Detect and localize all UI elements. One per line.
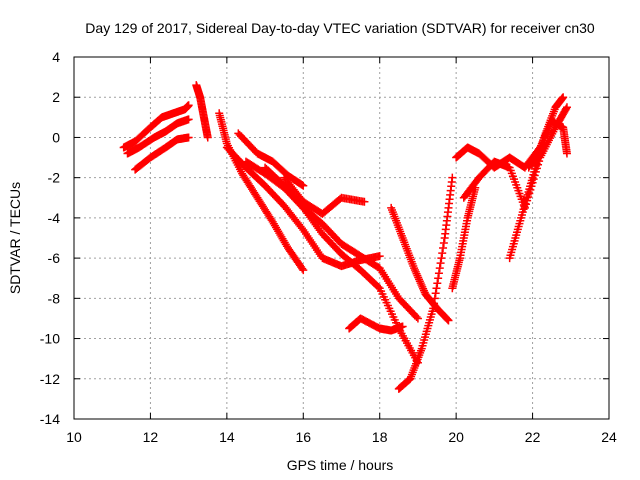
data-point xyxy=(299,266,308,275)
data-point xyxy=(539,136,548,145)
y-tick-label: -4 xyxy=(48,210,61,226)
data-point xyxy=(434,269,443,278)
data-point xyxy=(443,315,452,324)
data-point xyxy=(562,149,571,158)
data-point xyxy=(541,130,550,139)
data-point xyxy=(298,264,307,273)
data-point xyxy=(439,244,448,253)
series-arc-h xyxy=(261,163,422,367)
data-point xyxy=(438,249,447,258)
data-point xyxy=(398,322,407,331)
y-tick-label: -6 xyxy=(48,250,61,266)
data-point xyxy=(413,314,422,323)
series-arc-l xyxy=(394,173,457,393)
data-point xyxy=(545,122,554,131)
data-point xyxy=(536,143,545,152)
data-point xyxy=(432,284,441,293)
series-arc-p xyxy=(459,103,571,212)
series-arc-d xyxy=(192,81,212,142)
data-point xyxy=(410,266,419,275)
data-point xyxy=(413,271,422,280)
data-point xyxy=(418,282,427,291)
y-axis-label: SDTVAR / TECUs xyxy=(7,182,23,294)
data-point xyxy=(442,314,451,323)
data-point xyxy=(414,273,423,282)
series-arc-a xyxy=(119,101,193,152)
data-point xyxy=(299,181,308,190)
x-tick-label: 20 xyxy=(448,429,464,445)
data-point xyxy=(559,93,568,102)
data-point xyxy=(184,115,193,124)
data-point xyxy=(184,133,193,142)
data-point xyxy=(416,279,425,288)
data-point xyxy=(412,313,421,322)
data-point xyxy=(537,139,546,148)
data-point xyxy=(541,132,550,141)
grid xyxy=(74,57,609,419)
x-tick-label: 24 xyxy=(601,429,617,445)
x-tick-label: 14 xyxy=(219,429,235,445)
x-tick-label: 12 xyxy=(143,429,159,445)
series-arc-m xyxy=(387,203,453,325)
data-point xyxy=(410,264,419,273)
data-point xyxy=(431,289,440,298)
data-point xyxy=(411,267,420,276)
data-point xyxy=(444,316,453,325)
x-tick-label: 22 xyxy=(525,429,541,445)
data-point xyxy=(437,254,446,263)
x-tick-label: 18 xyxy=(372,429,388,445)
series-arc-b xyxy=(123,115,193,158)
series-arc-r xyxy=(524,117,571,172)
data-point xyxy=(417,280,426,289)
data-point xyxy=(439,239,448,248)
y-tick-label: 2 xyxy=(52,89,60,105)
data-point xyxy=(412,269,421,278)
data-point xyxy=(542,128,551,137)
data-point xyxy=(360,197,369,206)
data-point xyxy=(435,264,444,273)
data-point xyxy=(544,124,553,133)
data-point xyxy=(433,279,442,288)
x-tick-label: 10 xyxy=(66,429,82,445)
data-point xyxy=(434,274,443,283)
series-arc-c xyxy=(131,133,193,174)
series-arc-k xyxy=(345,314,407,335)
y-tick-label: -14 xyxy=(40,411,60,427)
data-point xyxy=(203,133,212,142)
series-arc-i xyxy=(234,129,308,190)
chart-title: Day 129 of 2017, Sidereal Day-to-day VTE… xyxy=(85,20,595,36)
data-point xyxy=(419,286,428,295)
x-tick-label: 16 xyxy=(295,429,311,445)
y-tick-label: -2 xyxy=(48,170,61,186)
y-tick-label: 0 xyxy=(52,129,60,145)
data-point xyxy=(540,134,549,143)
data-point xyxy=(374,282,383,291)
data-point xyxy=(562,104,571,113)
y-tick-label: -8 xyxy=(48,290,61,306)
data-point xyxy=(415,275,424,284)
y-tick-label: -12 xyxy=(40,371,60,387)
plot-frame xyxy=(73,56,610,420)
data-point xyxy=(415,277,424,286)
series-arc-j xyxy=(280,173,369,218)
data-point xyxy=(543,126,552,135)
data-point xyxy=(562,103,571,112)
y-tick-label: 4 xyxy=(52,49,60,65)
data-point xyxy=(448,173,457,182)
data-point xyxy=(419,284,428,293)
y-tick-label: -10 xyxy=(40,331,60,347)
data-point xyxy=(537,141,546,150)
data-point xyxy=(184,101,193,110)
x-axis-label: GPS time / hours xyxy=(287,457,394,473)
data-point xyxy=(538,137,547,146)
data-points xyxy=(119,81,571,393)
data-point xyxy=(375,252,384,261)
data-point xyxy=(436,259,445,268)
